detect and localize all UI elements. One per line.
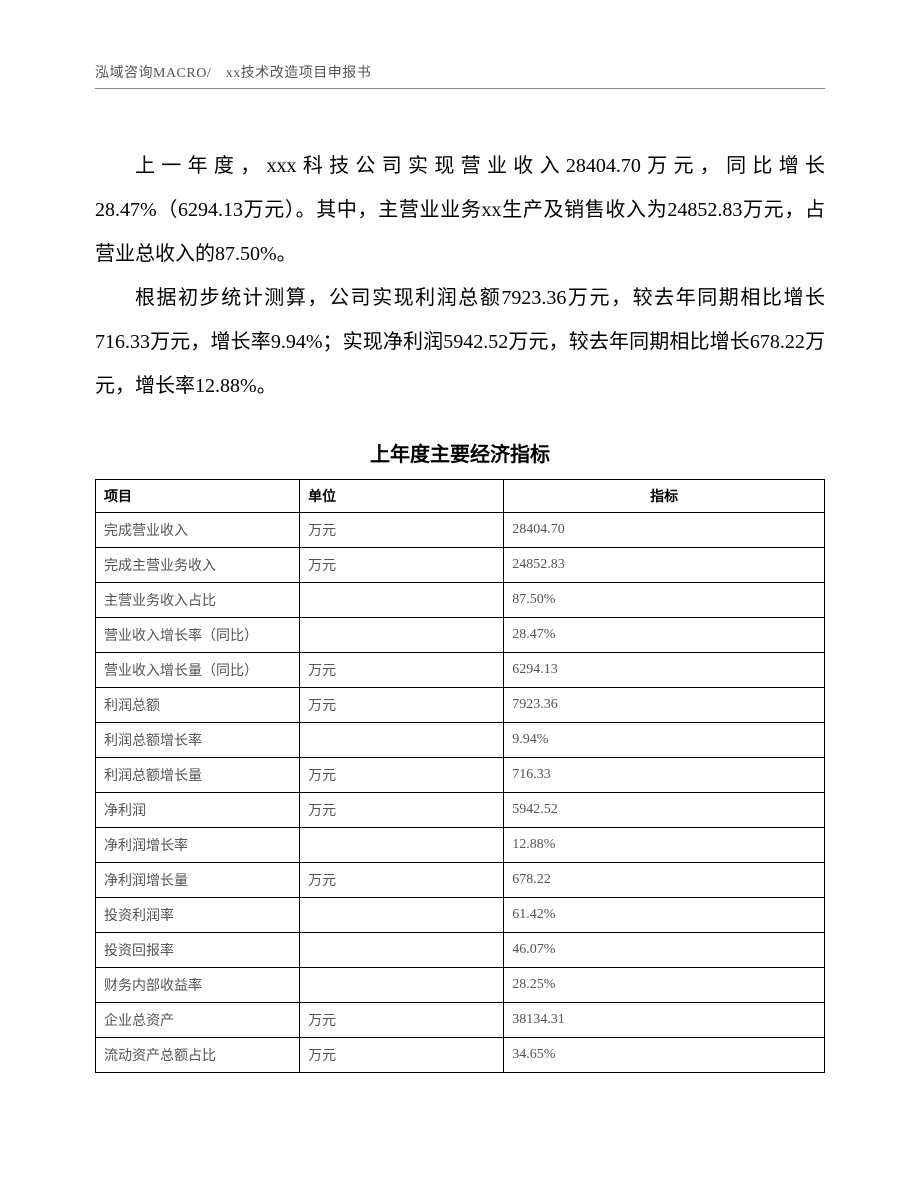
table-header-cell: 指标	[504, 480, 825, 513]
table-row: 净利润增长率 12.88%	[96, 828, 825, 863]
table-row: 利润总额增长量万元716.33	[96, 758, 825, 793]
table-cell: 利润总额	[96, 688, 300, 723]
table-cell	[300, 898, 504, 933]
table-cell: 万元	[300, 653, 504, 688]
table-header-cell: 单位	[300, 480, 504, 513]
table-cell	[300, 828, 504, 863]
table-row: 主营业务收入占比 87.50%	[96, 583, 825, 618]
table-cell	[300, 618, 504, 653]
table-cell: 万元	[300, 513, 504, 548]
table-cell: 主营业务收入占比	[96, 583, 300, 618]
table-cell: 财务内部收益率	[96, 968, 300, 1003]
table-cell: 28404.70	[504, 513, 825, 548]
table-cell: 87.50%	[504, 583, 825, 618]
table-body: 完成营业收入万元28404.70 完成主营业务收入万元24852.83 主营业务…	[96, 513, 825, 1073]
table-cell: 利润总额增长量	[96, 758, 300, 793]
table-cell: 28.47%	[504, 618, 825, 653]
table-cell: 流动资产总额占比	[96, 1038, 300, 1073]
table-cell: 61.42%	[504, 898, 825, 933]
table-row: 投资回报率 46.07%	[96, 933, 825, 968]
paragraph: 上一年度，xxx科技公司实现营业收入28404.70万元，同比增长28.47%（…	[95, 144, 825, 276]
table-row: 企业总资产万元38134.31	[96, 1003, 825, 1038]
table-cell: 12.88%	[504, 828, 825, 863]
table-row: 利润总额增长率 9.94%	[96, 723, 825, 758]
table-cell: 万元	[300, 688, 504, 723]
document-page: 泓域咨询MACRO/ xx技术改造项目申报书 上一年度，xxx科技公司实现营业收…	[0, 0, 920, 1123]
table-row: 流动资产总额占比万元34.65%	[96, 1038, 825, 1073]
table-row: 利润总额万元7923.36	[96, 688, 825, 723]
table-header-cell: 项目	[96, 480, 300, 513]
table-cell: 46.07%	[504, 933, 825, 968]
paragraph: 根据初步统计测算，公司实现利润总额7923.36万元，较去年同期相比增长716.…	[95, 276, 825, 408]
table-cell	[300, 583, 504, 618]
table-cell: 万元	[300, 863, 504, 898]
table-row: 完成主营业务收入万元24852.83	[96, 548, 825, 583]
table-row: 完成营业收入万元28404.70	[96, 513, 825, 548]
table-row: 净利润万元5942.52	[96, 793, 825, 828]
table-cell: 9.94%	[504, 723, 825, 758]
table-cell: 利润总额增长率	[96, 723, 300, 758]
table-cell: 5942.52	[504, 793, 825, 828]
table-cell: 24852.83	[504, 548, 825, 583]
economic-indicators-table: 项目 单位 指标 完成营业收入万元28404.70 完成主营业务收入万元2485…	[95, 479, 825, 1073]
table-row: 营业收入增长量（同比）万元6294.13	[96, 653, 825, 688]
table-cell	[300, 933, 504, 968]
table-cell: 投资利润率	[96, 898, 300, 933]
table-row: 营业收入增长率（同比） 28.47%	[96, 618, 825, 653]
body-text: 上一年度，xxx科技公司实现营业收入28404.70万元，同比增长28.47%（…	[95, 144, 825, 408]
table-cell: 完成主营业务收入	[96, 548, 300, 583]
table-cell: 万元	[300, 1003, 504, 1038]
table-cell: 38134.31	[504, 1003, 825, 1038]
table-cell	[300, 968, 504, 1003]
table-cell: 34.65%	[504, 1038, 825, 1073]
table-cell: 万元	[300, 548, 504, 583]
table-cell: 净利润增长率	[96, 828, 300, 863]
table-cell: 万元	[300, 758, 504, 793]
table-row: 净利润增长量万元678.22	[96, 863, 825, 898]
table-cell: 营业收入增长量（同比）	[96, 653, 300, 688]
table-title: 上年度主要经济指标	[95, 438, 825, 467]
table-row: 财务内部收益率 28.25%	[96, 968, 825, 1003]
page-header: 泓域咨询MACRO/ xx技术改造项目申报书	[95, 62, 825, 89]
table-cell: 净利润	[96, 793, 300, 828]
table-cell: 万元	[300, 793, 504, 828]
table-cell: 28.25%	[504, 968, 825, 1003]
table-cell: 678.22	[504, 863, 825, 898]
table-cell: 完成营业收入	[96, 513, 300, 548]
table-cell: 净利润增长量	[96, 863, 300, 898]
table-cell: 6294.13	[504, 653, 825, 688]
table-cell: 7923.36	[504, 688, 825, 723]
table-cell: 企业总资产	[96, 1003, 300, 1038]
table-header-row: 项目 单位 指标	[96, 480, 825, 513]
table-row: 投资利润率 61.42%	[96, 898, 825, 933]
table-cell: 万元	[300, 1038, 504, 1073]
table-cell: 投资回报率	[96, 933, 300, 968]
table-cell: 营业收入增长率（同比）	[96, 618, 300, 653]
table-cell: 716.33	[504, 758, 825, 793]
table-cell	[300, 723, 504, 758]
